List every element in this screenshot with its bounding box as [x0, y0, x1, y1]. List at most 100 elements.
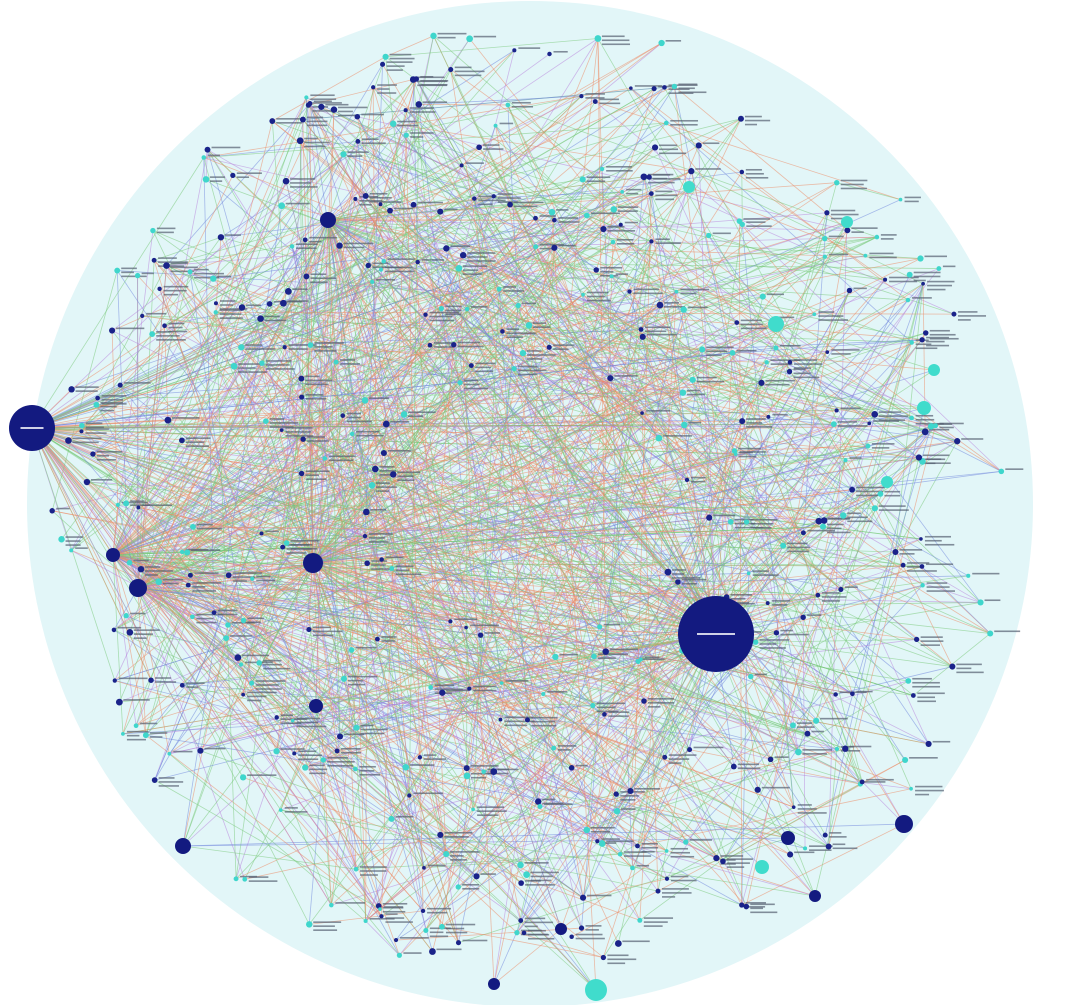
edge [145, 734, 382, 917]
label-block [290, 543, 313, 546]
label-block [483, 148, 504, 150]
label-block [746, 221, 766, 223]
label-block [687, 306, 708, 309]
node [640, 173, 648, 181]
label-block [286, 552, 307, 554]
label-block [713, 514, 736, 517]
label-block [961, 438, 984, 440]
label-block [219, 309, 243, 311]
label-block [309, 236, 338, 239]
node [795, 748, 802, 756]
label-block [186, 682, 205, 684]
edge [281, 219, 329, 431]
label-block [376, 490, 390, 492]
edge [833, 423, 953, 667]
node [420, 908, 426, 914]
node [83, 478, 91, 486]
label-block [429, 315, 453, 318]
edge [137, 587, 929, 745]
label-block [280, 718, 308, 720]
edge [392, 288, 500, 475]
edge [31, 427, 717, 635]
node [535, 798, 542, 805]
label-block [305, 478, 327, 481]
label-block [662, 896, 676, 898]
edge [355, 198, 669, 573]
label-block [598, 657, 616, 659]
label-block [263, 659, 282, 662]
label-block [149, 732, 168, 734]
node [766, 414, 771, 419]
label-block [525, 884, 555, 886]
label-block [558, 217, 579, 219]
node [240, 617, 247, 624]
node [121, 731, 125, 736]
node [923, 330, 929, 336]
label-block [847, 516, 868, 519]
label-block [797, 808, 817, 810]
label-block [397, 471, 421, 474]
label-block [840, 187, 867, 190]
node [299, 116, 306, 123]
label-block [170, 266, 198, 269]
label-block [829, 832, 842, 834]
edge [911, 283, 924, 343]
label-block [371, 560, 388, 562]
label-block [241, 654, 269, 657]
node [299, 394, 305, 400]
label-block [511, 105, 534, 108]
edge [677, 575, 969, 583]
label-block [457, 341, 481, 344]
node [551, 745, 557, 751]
label-block [360, 866, 387, 868]
node [463, 772, 471, 780]
label-block [427, 911, 448, 914]
label-block [290, 182, 311, 184]
label-block [840, 407, 861, 410]
label-block [382, 906, 404, 909]
node [594, 35, 602, 42]
edge [640, 118, 742, 330]
label-block [256, 579, 276, 582]
node [137, 565, 145, 573]
edge [152, 230, 717, 635]
node [800, 614, 806, 621]
node [382, 53, 389, 60]
node [202, 176, 210, 183]
label-block [462, 269, 479, 271]
node [238, 304, 246, 311]
label-block [596, 706, 616, 709]
label-block [473, 685, 496, 688]
edge [251, 182, 837, 580]
label-block [446, 689, 469, 692]
label-block [659, 144, 678, 147]
node [533, 215, 538, 221]
label-block [386, 61, 413, 63]
label-block [746, 418, 766, 420]
edge [596, 641, 756, 842]
node [651, 86, 657, 92]
node [289, 244, 295, 249]
node [739, 418, 746, 425]
node [867, 421, 872, 426]
edge [356, 688, 470, 729]
label-block [340, 363, 361, 365]
edge [112, 554, 467, 628]
edge [265, 421, 314, 564]
edge [630, 87, 912, 343]
node [919, 564, 925, 569]
edge [81, 88, 655, 426]
node [423, 312, 428, 317]
node [340, 675, 348, 682]
edge [276, 412, 643, 718]
edge [112, 504, 119, 556]
node [298, 470, 305, 477]
node [361, 397, 369, 404]
node [365, 262, 371, 269]
node [569, 934, 574, 939]
node [403, 108, 408, 113]
label-block [924, 539, 942, 542]
edge [228, 574, 717, 635]
edge [582, 294, 769, 418]
label-block [926, 340, 945, 343]
